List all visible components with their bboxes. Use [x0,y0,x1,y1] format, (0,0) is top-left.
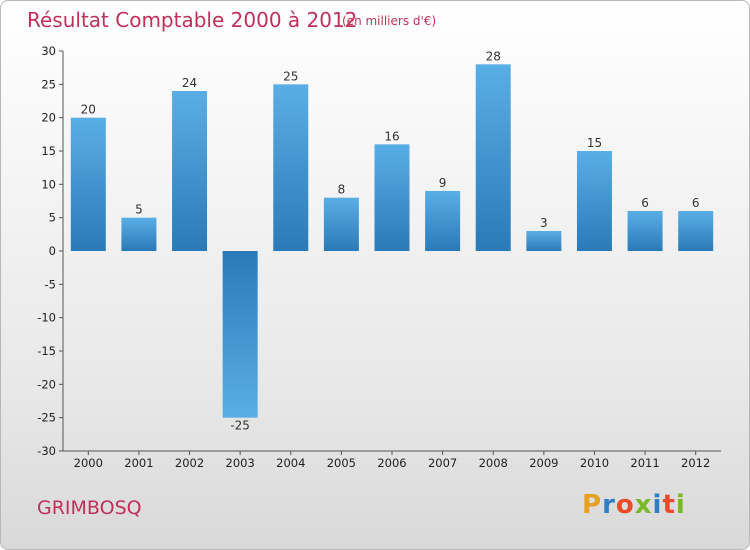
data-labels: 20 5 24 -25 25 8 16 9 28 3 15 6 6 [81,49,700,432]
y-tick-label: 30 [41,44,56,58]
logo-letter: P [582,490,603,520]
commune-name: GRIMBOSQ [37,497,142,519]
x-tick-label: 2008 [479,456,508,470]
y-tick-label: -30 [37,444,56,458]
x-tick-label: 2000 [74,456,103,470]
logo-letter: t [662,490,676,520]
bar-2005 [323,197,359,251]
x-tick-label: 2003 [226,456,255,470]
x-tick-label: 2011 [630,456,659,470]
data-label-2007: 9 [439,176,447,190]
x-tick-label: 2002 [175,456,204,470]
x-tick-label: 2009 [529,456,558,470]
y-tick-label: -25 [37,411,56,425]
bar-2000 [70,117,106,252]
bar-2006 [374,144,410,251]
y-tick-label: 5 [49,211,56,225]
x-tick-label: 2004 [276,456,305,470]
bar-2001 [121,217,157,251]
data-label-2012: 6 [692,196,700,210]
bar-2002 [172,91,208,251]
data-label-2006: 16 [384,129,399,143]
data-label-2011: 6 [641,196,649,210]
y-tick-label: -10 [37,311,56,325]
data-label-2000: 20 [81,103,96,117]
logo-letter: o [615,490,635,520]
bar-2011 [627,211,663,251]
y-tick-label: 0 [49,244,56,258]
data-label-2001: 5 [135,203,143,217]
bar-2012 [678,211,714,251]
proxiti-logo[interactable]: Proxiti [582,490,686,520]
bar-2004 [273,84,309,251]
logo-letter: i [675,490,686,520]
y-tick-label: -20 [37,377,56,391]
data-label-2004: 25 [283,69,298,83]
chart-subtitle: (en milliers d'€) [342,14,437,28]
logo-letter: x [634,490,653,520]
x-tick-label: 2006 [377,456,406,470]
bars [70,64,714,418]
logo-letter: r [602,490,616,520]
chart-title: Résultat Comptable 2000 à 2012 [27,8,358,32]
y-tick-label: 25 [41,77,56,91]
data-label-2010: 15 [587,136,602,150]
y-tick-label: 15 [41,144,56,158]
y-tick-label: 20 [41,111,56,125]
x-tick-label: 2010 [580,456,609,470]
bar-2009 [526,231,562,251]
data-label-2003: -25 [230,419,250,433]
bar-2008 [475,64,511,251]
y-tick-label: 10 [41,177,56,191]
bar-2010 [576,151,612,251]
bar-2007 [425,191,461,251]
y-tick-label: -15 [37,344,56,358]
x-tick-label: 2001 [124,456,153,470]
axes: 30 25 20 15 10 5 0 -5 -10 -15 -20 -25 -30 2000 2001 200… [37,44,721,470]
data-label-2009: 3 [540,216,548,230]
x-tick-label: 2005 [327,456,356,470]
x-tick-label: 2007 [428,456,457,470]
data-label-2008: 28 [486,49,501,63]
data-label-2002: 24 [182,76,197,90]
x-tick-label: 2012 [681,456,710,470]
bar-2003 [222,251,258,418]
data-label-2005: 8 [338,183,346,197]
y-tick-label: -5 [45,277,56,291]
logo-letter: i [652,490,663,520]
